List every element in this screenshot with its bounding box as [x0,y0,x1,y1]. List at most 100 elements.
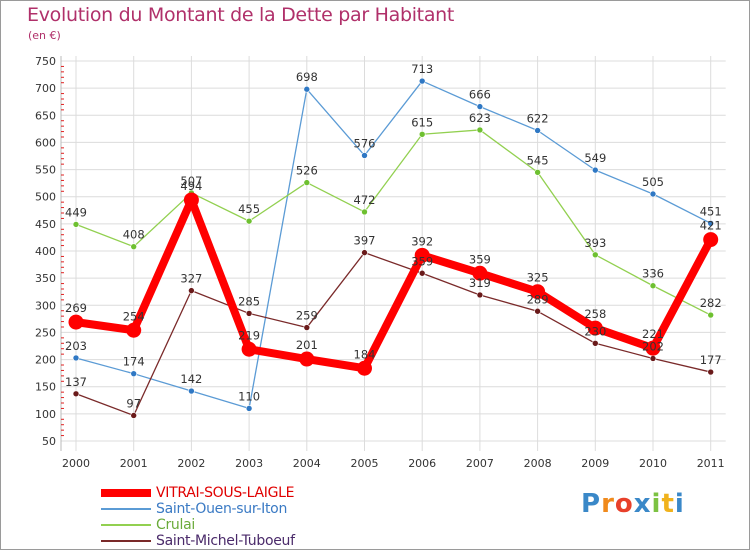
data-point-saint-michel-tuboeuf [476,291,484,299]
data-point-vitrai-sous-laigle [357,360,372,376]
data-point-crulai [130,243,137,250]
data-label-saint-ouen-sur-iton: 505 [642,175,664,189]
data-point-vitrai-sous-laigle [645,340,661,356]
legend-label: Saint-Ouen-sur-Iton [156,501,288,517]
data-label-saint-ouen-sur-iton: 203 [65,339,87,353]
data-point-crulai [476,126,484,134]
x-tick-label: 2010 [639,457,667,470]
series-line-vitrai-sous-laigle [72,195,715,373]
data-point-saint-ouen-sur-iton [361,152,368,159]
series-line-saint-michel-tuboeuf [75,251,712,417]
data-label-vitrai-sous-laigle: 269 [65,301,87,315]
data-label-crulai: 615 [411,115,433,129]
x-tick-label: 2006 [408,457,436,470]
data-point-vitrai-sous-laigle [126,322,142,338]
data-label-saint-michel-tuboeuf: 289 [527,292,549,306]
data-label-crulai: 449 [65,205,87,219]
x-tick-label: 2005 [351,457,379,470]
y-tick-label: 400 [35,245,56,258]
data-point-vitrai-sous-laigle [472,265,488,281]
data-point-crulai [534,168,541,176]
data-label-vitrai-sous-laigle: 325 [527,271,549,285]
data-label-crulai: 526 [296,164,318,178]
data-label-saint-ouen-sur-iton: 451 [700,204,722,218]
x-tick-label: 2000 [62,457,90,470]
data-point-saint-michel-tuboeuf [649,355,657,362]
x-tick-label: 2002 [177,457,205,470]
data-point-crulai [649,282,657,290]
data-label-saint-ouen-sur-iton: 622 [527,111,549,125]
data-point-saint-michel-tuboeuf [245,310,253,317]
data-label-vitrai-sous-laigle: 219 [238,328,260,342]
data-label-crulai: 455 [238,202,260,216]
data-label-vitrai-sous-laigle: 359 [469,252,491,266]
y-tick-label: 50 [42,435,56,448]
series-line-crulai [75,129,712,316]
data-label-vitrai-sous-laigle: 221 [642,327,664,341]
y-tick-label: 650 [35,109,56,122]
data-label-saint-michel-tuboeuf: 97 [126,396,141,410]
data-point-vitrai-sous-laigle [183,192,199,208]
y-tick-label: 750 [35,55,56,68]
data-point-crulai [72,221,80,228]
proxiti-logo: Proxiti [581,489,685,519]
x-tick-label: 2004 [293,457,321,470]
data-point-saint-ouen-sur-iton [188,387,195,395]
data-label-vitrai-sous-laigle: 494 [180,179,202,193]
logo-letter: i [651,489,662,519]
data-label-crulai: 282 [700,296,722,310]
data-point-vitrai-sous-laigle [703,232,719,248]
data-point-vitrai-sous-laigle [68,314,84,330]
y-tick-label: 150 [35,381,56,394]
data-label-vitrai-sous-laigle: 254 [123,309,145,323]
data-point-crulai [245,217,253,225]
data-point-saint-ouen-sur-iton [303,85,311,93]
data-label-crulai: 545 [527,153,549,167]
data-point-crulai [303,179,311,186]
y-tick-label: 200 [35,354,56,367]
legend-label: Saint-Michel-Tuboeuf [156,533,295,549]
data-label-vitrai-sous-laigle: 421 [700,219,722,233]
legend-swatch [101,540,151,542]
data-point-saint-ouen-sur-iton [649,190,657,198]
data-point-saint-michel-tuboeuf [188,287,195,294]
data-label-saint-ouen-sur-iton: 142 [180,372,202,386]
data-point-saint-ouen-sur-iton [130,370,137,377]
data-point-crulai [707,311,715,319]
legend-swatch [101,524,151,526]
y-tick-label: 300 [35,299,56,312]
data-point-vitrai-sous-laigle [530,284,546,300]
x-tick-label: 2008 [524,457,552,470]
data-label-saint-michel-tuboeuf: 202 [642,339,664,353]
data-label-saint-ouen-sur-iton: 174 [123,355,145,369]
data-label-saint-ouen-sur-iton: 576 [354,136,376,150]
data-point-crulai [591,251,599,259]
data-point-saint-ouen-sur-iton [476,103,484,110]
legend-label: VITRAI-SOUS-LAIGLE [156,485,295,501]
data-label-vitrai-sous-laigle: 258 [584,307,606,321]
series-line-saint-ouen-sur-iton [75,80,712,410]
data-label-saint-michel-tuboeuf: 397 [354,234,376,248]
x-tick-label: 2011 [697,457,725,470]
data-point-vitrai-sous-laigle [587,320,603,336]
data-label-saint-michel-tuboeuf: 259 [296,309,318,323]
data-label-vitrai-sous-laigle: 392 [411,234,433,248]
x-tick-label: 2003 [235,457,263,470]
data-point-saint-michel-tuboeuf [534,307,541,315]
y-tick-label: 500 [35,191,56,204]
data-label-saint-michel-tuboeuf: 319 [469,276,491,290]
logo-letter: x [633,489,652,519]
data-label-vitrai-sous-laigle: 184 [354,347,376,361]
data-label-saint-ouen-sur-iton: 549 [584,151,606,165]
y-tick-label: 250 [35,326,56,339]
data-label-crulai: 507 [180,174,202,188]
legend-label: Crulai [156,517,195,533]
y-tick-label: 450 [35,218,56,231]
data-label-saint-michel-tuboeuf: 137 [65,375,87,389]
data-point-crulai [418,130,426,138]
data-label-crulai: 336 [642,267,664,281]
data-point-saint-ouen-sur-iton [245,405,253,412]
logo-letter: P [581,489,602,519]
x-tick-label: 2009 [581,457,609,470]
